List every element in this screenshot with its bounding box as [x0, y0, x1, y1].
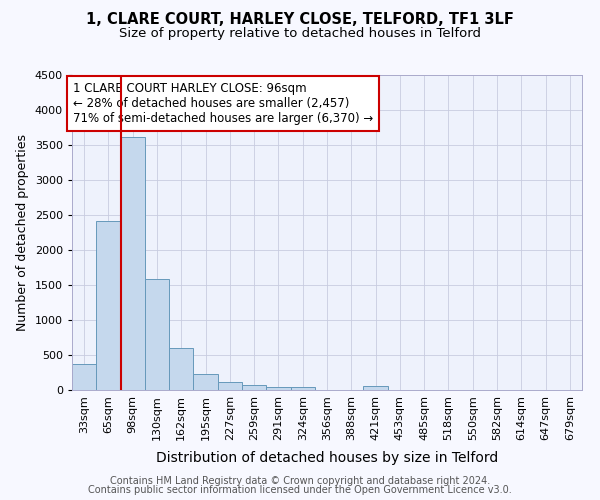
- Bar: [169, 348, 193, 390]
- Text: Size of property relative to detached houses in Telford: Size of property relative to detached ho…: [119, 28, 481, 40]
- Text: Contains public sector information licensed under the Open Government Licence v3: Contains public sector information licen…: [88, 485, 512, 495]
- X-axis label: Distribution of detached houses by size in Telford: Distribution of detached houses by size …: [156, 451, 498, 465]
- Bar: [121, 136, 145, 390]
- Bar: [290, 387, 315, 390]
- Bar: [364, 386, 388, 390]
- Bar: [218, 382, 242, 390]
- Text: 1, CLARE COURT, HARLEY CLOSE, TELFORD, TF1 3LF: 1, CLARE COURT, HARLEY CLOSE, TELFORD, T…: [86, 12, 514, 28]
- Bar: [96, 220, 121, 390]
- Bar: [266, 386, 290, 390]
- Bar: [72, 364, 96, 390]
- Y-axis label: Number of detached properties: Number of detached properties: [16, 134, 29, 331]
- Text: 1 CLARE COURT HARLEY CLOSE: 96sqm
← 28% of detached houses are smaller (2,457)
7: 1 CLARE COURT HARLEY CLOSE: 96sqm ← 28% …: [73, 82, 373, 125]
- Text: Contains HM Land Registry data © Crown copyright and database right 2024.: Contains HM Land Registry data © Crown c…: [110, 476, 490, 486]
- Bar: [145, 280, 169, 390]
- Bar: [193, 374, 218, 390]
- Bar: [242, 385, 266, 390]
